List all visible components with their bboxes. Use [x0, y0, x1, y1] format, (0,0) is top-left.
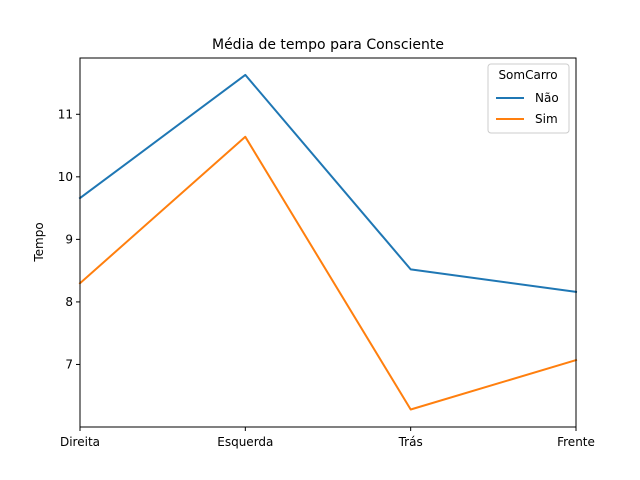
x-tick-label: Trás	[398, 435, 423, 449]
y-axis-label: Tempo	[32, 222, 46, 262]
x-tick-label: Direita	[60, 435, 100, 449]
legend-items: Não Sim	[496, 91, 559, 126]
y-tick-label: 9	[65, 232, 73, 246]
x-tick-label: Frente	[557, 435, 595, 449]
series-layer	[78, 73, 578, 411]
x-tick-label: Esquerda	[217, 435, 273, 449]
chart-title: Média de tempo para Consciente	[212, 37, 444, 53]
y-tick-label: 7	[65, 357, 73, 371]
y-tick-label: 11	[58, 107, 73, 121]
legend-box	[487, 63, 570, 134]
axes-layer: Direita Esquerda Trás Frente 7 8 9 10 11	[58, 57, 595, 449]
legend-title: SomCarro	[498, 68, 557, 82]
legend-label-1: Não	[535, 91, 559, 105]
series-line-2	[78, 135, 578, 411]
series-line-1	[78, 73, 578, 294]
y-tick-label: 10	[58, 170, 73, 184]
legend: SomCarro Não Sim	[487, 63, 570, 134]
y-tick-label: 8	[65, 295, 73, 309]
plot-frame	[79, 57, 577, 428]
legend-label-2: Sim	[535, 112, 558, 126]
